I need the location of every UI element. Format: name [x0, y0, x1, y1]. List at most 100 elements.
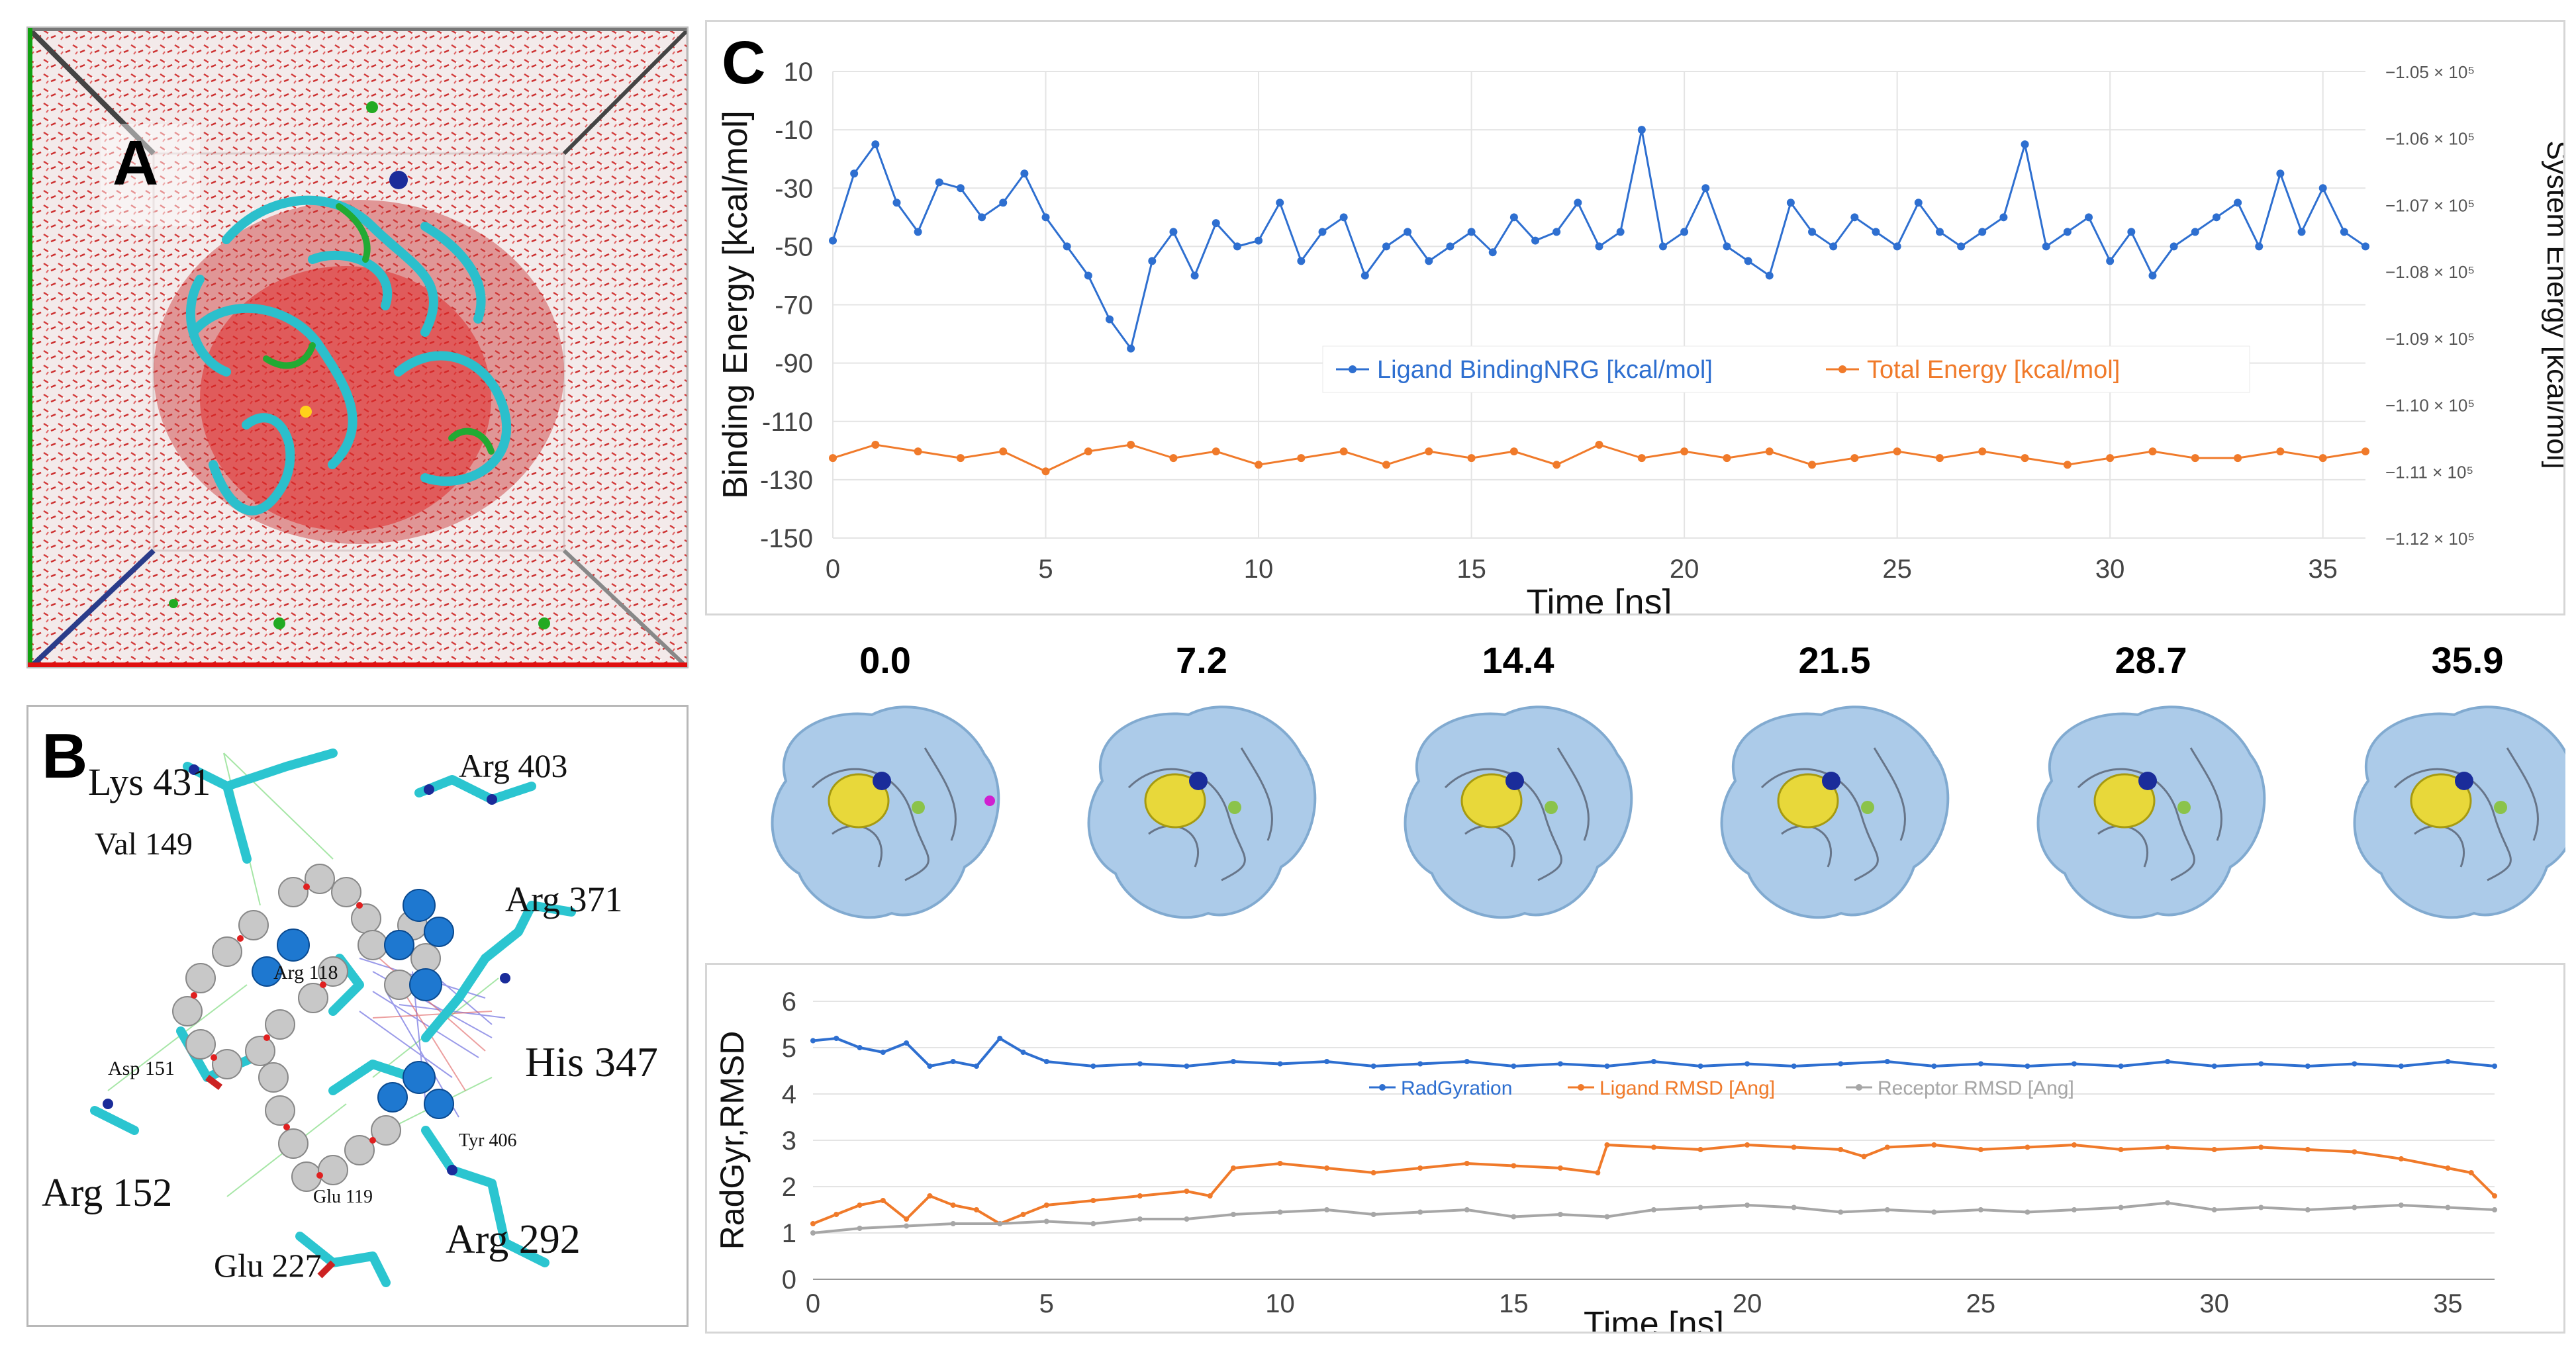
ligand-atom — [873, 772, 891, 790]
legend-label: Ligand BindingNRG [kcal/mol] — [1377, 356, 1713, 384]
x-tick-label: 20 — [1670, 555, 1699, 584]
ligand-spheres — [1144, 773, 1206, 829]
y-tick-label: -150 — [760, 524, 813, 553]
data-point — [1464, 1161, 1470, 1166]
snapshot-time-label: 21.5 — [1798, 639, 1871, 681]
legend-marker — [1838, 365, 1846, 373]
data-point — [2352, 1149, 2358, 1155]
data-point — [2305, 1147, 2311, 1152]
y-tick-label: -90 — [775, 349, 813, 379]
data-point — [2042, 242, 2050, 251]
data-point — [1808, 228, 1817, 236]
data-point — [2297, 228, 2306, 236]
data-point — [2212, 213, 2220, 222]
data-point — [1651, 1207, 1656, 1212]
data-point — [2148, 447, 2157, 456]
y-tick-label: 6 — [782, 987, 796, 1017]
data-point — [1404, 228, 1412, 236]
series-line — [812, 1143, 2496, 1226]
data-point — [1808, 461, 1817, 469]
snapshot-time-label: 35.9 — [2431, 639, 2504, 681]
data-point — [1723, 242, 1731, 251]
ion-sphere — [1228, 801, 1241, 814]
x-tick-label: 10 — [1244, 555, 1274, 584]
data-point — [1838, 1061, 1844, 1067]
data-point — [1604, 1064, 1610, 1069]
residue-label: Glu 227 — [214, 1247, 322, 1284]
protein-surface — [1404, 705, 1633, 919]
data-point — [1137, 1193, 1143, 1199]
data-point — [1148, 257, 1157, 265]
data-point — [1978, 1207, 1983, 1212]
data-point — [1557, 1165, 1563, 1171]
right-y-tick-label: −1.09 × 10⁵ — [2385, 329, 2475, 349]
data-point — [1697, 1147, 1703, 1152]
data-point — [1616, 228, 1625, 236]
ion-sphere — [2177, 801, 2191, 814]
data-point — [914, 447, 922, 456]
data-point — [829, 454, 837, 463]
data-point — [1552, 228, 1561, 236]
data-point — [2255, 242, 2264, 251]
data-point — [2191, 228, 2199, 236]
data-point — [1701, 184, 1710, 193]
data-point — [2318, 454, 2327, 463]
legend: RadGyration Ligand RMSD [Ang] Receptor RMS… — [1369, 1077, 2074, 1099]
backbone-trace — [2077, 747, 2222, 882]
data-point — [1884, 1144, 1890, 1150]
y-tick-label: -130 — [760, 466, 813, 495]
data-point — [1893, 447, 1901, 456]
data-point — [1791, 1204, 1797, 1210]
data-point — [1184, 1189, 1190, 1194]
ion-sphere — [912, 801, 925, 814]
ligand-spheres — [2093, 773, 2156, 829]
data-point — [1850, 454, 1859, 463]
data-point — [1872, 228, 1880, 236]
protein-surface — [771, 705, 1000, 919]
data-point — [1137, 1216, 1143, 1222]
data-point — [1744, 1203, 1750, 1208]
data-point — [2445, 1059, 2451, 1064]
x-tick-label: 5 — [1038, 555, 1053, 584]
data-point — [978, 213, 986, 222]
data-point — [1063, 242, 1071, 251]
right-y-tick-label: −1.12 × 10⁵ — [2385, 529, 2475, 549]
backbone-trace — [1444, 747, 1590, 882]
data-point — [927, 1193, 933, 1199]
y-tick-label: 1 — [782, 1219, 796, 1248]
data-point — [1552, 461, 1561, 469]
x-tick-label: 15 — [1499, 1289, 1529, 1318]
data-point — [1658, 242, 1667, 251]
y-tick-label: 5 — [782, 1034, 796, 1063]
data-point — [2025, 1144, 2030, 1150]
data-point — [1020, 1212, 1026, 1217]
data-point — [2063, 228, 2072, 236]
data-point — [997, 1221, 1003, 1226]
data-point — [1417, 1061, 1423, 1067]
data-point — [1957, 242, 1966, 251]
ion-sphere — [984, 795, 995, 806]
ligand-atom — [1189, 772, 1208, 790]
data-point — [1231, 1059, 1236, 1064]
right-y-tick-label: −1.08 × 10⁵ — [2385, 262, 2475, 282]
x-tick-label: 25 — [1966, 1289, 1996, 1318]
data-point — [1914, 199, 1923, 207]
data-point — [1697, 1064, 1703, 1069]
data-point — [2127, 228, 2136, 236]
data-point — [1324, 1165, 1330, 1171]
data-point — [2361, 447, 2369, 456]
data-point — [1935, 454, 1944, 463]
data-point — [1978, 228, 1987, 236]
data-point — [1838, 1209, 1844, 1215]
snapshot-time-label: 7.2 — [1176, 639, 1227, 681]
residue-label-small: Asp 151 — [108, 1058, 175, 1079]
water-box-illustration — [28, 28, 687, 667]
snapshot-images — [771, 705, 2565, 919]
data-point — [1935, 228, 1944, 236]
data-point — [2445, 1165, 2451, 1171]
data-point — [1137, 1061, 1143, 1067]
data-point — [1233, 242, 1241, 251]
data-point — [1324, 1207, 1330, 1212]
data-point — [1318, 228, 1327, 236]
legend: Ligand BindingNRG [kcal/mol] Total Energy… — [1322, 345, 2250, 393]
